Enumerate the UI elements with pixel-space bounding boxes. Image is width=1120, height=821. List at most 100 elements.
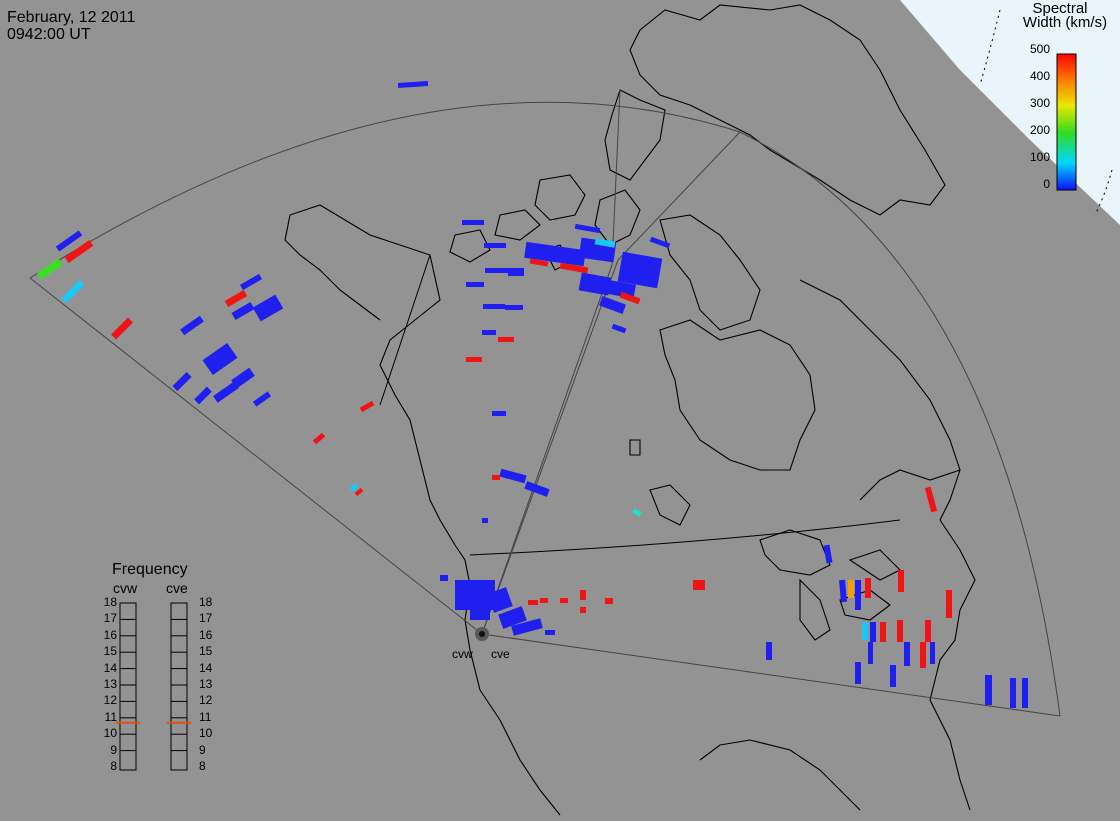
frequency-level-label: 14 bbox=[103, 660, 117, 675]
radar-echo-cell bbox=[252, 294, 284, 322]
radar-fov bbox=[29, 89, 1061, 717]
frequency-radar-cve: cve bbox=[166, 580, 188, 596]
radar-echo-cell bbox=[194, 386, 212, 405]
frequency-level-label: 15 bbox=[199, 644, 213, 659]
radar-echo-cell bbox=[466, 357, 482, 362]
radar-echo-cell bbox=[487, 587, 513, 613]
colorbar-title-line2: Width (km/s) bbox=[1022, 14, 1108, 31]
radar-echo-cell bbox=[354, 487, 364, 497]
colorbar-tick-label: 300 bbox=[1029, 96, 1050, 110]
radar-echo-cell bbox=[224, 289, 248, 308]
radar-echo-cell bbox=[920, 642, 926, 668]
coastlines bbox=[284, 4, 976, 816]
radar-echo-cell bbox=[946, 590, 952, 618]
radar-echo-cell bbox=[649, 236, 671, 249]
colorbar-tick-label: 100 bbox=[1029, 150, 1050, 164]
frequency-radar-cvw: cvw bbox=[113, 580, 138, 596]
colorbar-tick-label: 500 bbox=[1029, 42, 1050, 56]
radar-echo-cell bbox=[499, 468, 527, 484]
colorbar-title-line1: Spectral bbox=[1032, 0, 1088, 17]
frequency-ladder bbox=[119, 602, 137, 771]
radar-echo-cell bbox=[485, 268, 509, 273]
radar-echo-cell bbox=[545, 630, 555, 635]
radar-echo-cell bbox=[897, 620, 903, 642]
radar-echo-cell bbox=[868, 642, 873, 664]
colorbar-tick-label: 200 bbox=[1029, 123, 1050, 137]
radar-echo-cell bbox=[925, 620, 931, 642]
radar-echo-cell bbox=[55, 230, 83, 252]
radar-echo-cell bbox=[823, 544, 833, 564]
frequency-level-label: 9 bbox=[199, 742, 206, 757]
radar-echo-cell bbox=[599, 296, 626, 314]
radar-echo-cell bbox=[37, 258, 63, 280]
frequency-level-label: 13 bbox=[103, 677, 117, 691]
radar-echo-cell bbox=[632, 508, 642, 517]
terminator-line bbox=[979, 9, 1001, 86]
frequency-level-label: 12 bbox=[103, 693, 117, 708]
radar-echo-cell bbox=[855, 662, 861, 684]
radar-echo-cell bbox=[1010, 678, 1016, 708]
radar-echo-cell bbox=[605, 598, 613, 604]
frequency-level-label: 13 bbox=[199, 677, 213, 691]
radar-echo-cell bbox=[578, 272, 612, 296]
frequency-level-label: 16 bbox=[199, 627, 213, 642]
radar-echo-cell bbox=[985, 675, 992, 705]
frequency-level-label: 8 bbox=[199, 759, 206, 773]
radar-echo-cell bbox=[904, 642, 910, 666]
frequency-title: Frequency bbox=[112, 561, 188, 578]
radar-echo-cell bbox=[505, 305, 523, 310]
radar-echo-cell bbox=[111, 317, 133, 340]
frequency-level-label: 10 bbox=[199, 726, 213, 741]
radar-echo-cell bbox=[619, 291, 641, 305]
frequency-level-label: 18 bbox=[103, 595, 117, 609]
frequency-level-label: 15 bbox=[103, 644, 117, 659]
radar-echo-cell bbox=[252, 391, 272, 407]
frequency-level-label: 14 bbox=[199, 660, 213, 675]
frequency-ladders bbox=[116, 602, 191, 771]
radar-echo-cell bbox=[239, 273, 263, 291]
frequency-level-label: 8 bbox=[110, 759, 117, 773]
radar-echo-cell bbox=[855, 580, 861, 610]
site-label-cvw: cvw bbox=[452, 647, 473, 661]
radar-echo-cell bbox=[359, 400, 375, 413]
radar-echo-cell bbox=[202, 343, 238, 375]
colorbar-tick-label: 400 bbox=[1029, 69, 1050, 83]
radar-echo-cell bbox=[231, 367, 255, 389]
colorbar-gradient bbox=[1056, 53, 1077, 191]
time-label: 0942:00 UT bbox=[7, 26, 91, 43]
radar-echo-cell bbox=[180, 315, 204, 336]
radar-echo-cell bbox=[560, 598, 568, 603]
radar-echo-cell bbox=[924, 486, 938, 513]
radar-echo-cell bbox=[462, 220, 484, 225]
radar-echo-cell bbox=[594, 238, 616, 248]
radar-echo-cell bbox=[617, 251, 663, 289]
radar-echo-cell bbox=[580, 607, 586, 613]
terminator-line bbox=[1094, 169, 1113, 216]
radar-echo-cell bbox=[492, 475, 500, 480]
radar-echo-cell bbox=[498, 337, 514, 342]
frequency-level-label: 11 bbox=[104, 709, 117, 724]
radar-echo-cell bbox=[466, 282, 484, 287]
frequency-level-label: 17 bbox=[103, 611, 117, 626]
date-label: February, 12 2011 bbox=[7, 9, 136, 26]
radar-echo-cell bbox=[930, 642, 935, 664]
radar-echo-cell bbox=[484, 243, 506, 248]
site-label-cve: cve bbox=[491, 647, 510, 661]
frequency-level-label: 10 bbox=[103, 726, 117, 741]
frequency-level-label: 17 bbox=[199, 611, 213, 626]
radar-echo-cell bbox=[482, 518, 488, 523]
radar-echo-cell bbox=[880, 622, 886, 642]
radar-echo-cell bbox=[528, 600, 538, 605]
radar-echo-cell bbox=[61, 279, 85, 304]
boundaries bbox=[379, 254, 901, 556]
radar-echo-cell bbox=[862, 622, 868, 640]
radar-echo-cell bbox=[524, 481, 550, 497]
radar-echo-cell bbox=[508, 268, 524, 276]
radar-echo-cells bbox=[37, 80, 1028, 708]
frequency-level-label: 11 bbox=[199, 709, 212, 724]
frequency-level-label: 16 bbox=[103, 627, 117, 642]
radar-echo-cell bbox=[492, 411, 506, 416]
frequency-level-label: 12 bbox=[199, 693, 213, 708]
